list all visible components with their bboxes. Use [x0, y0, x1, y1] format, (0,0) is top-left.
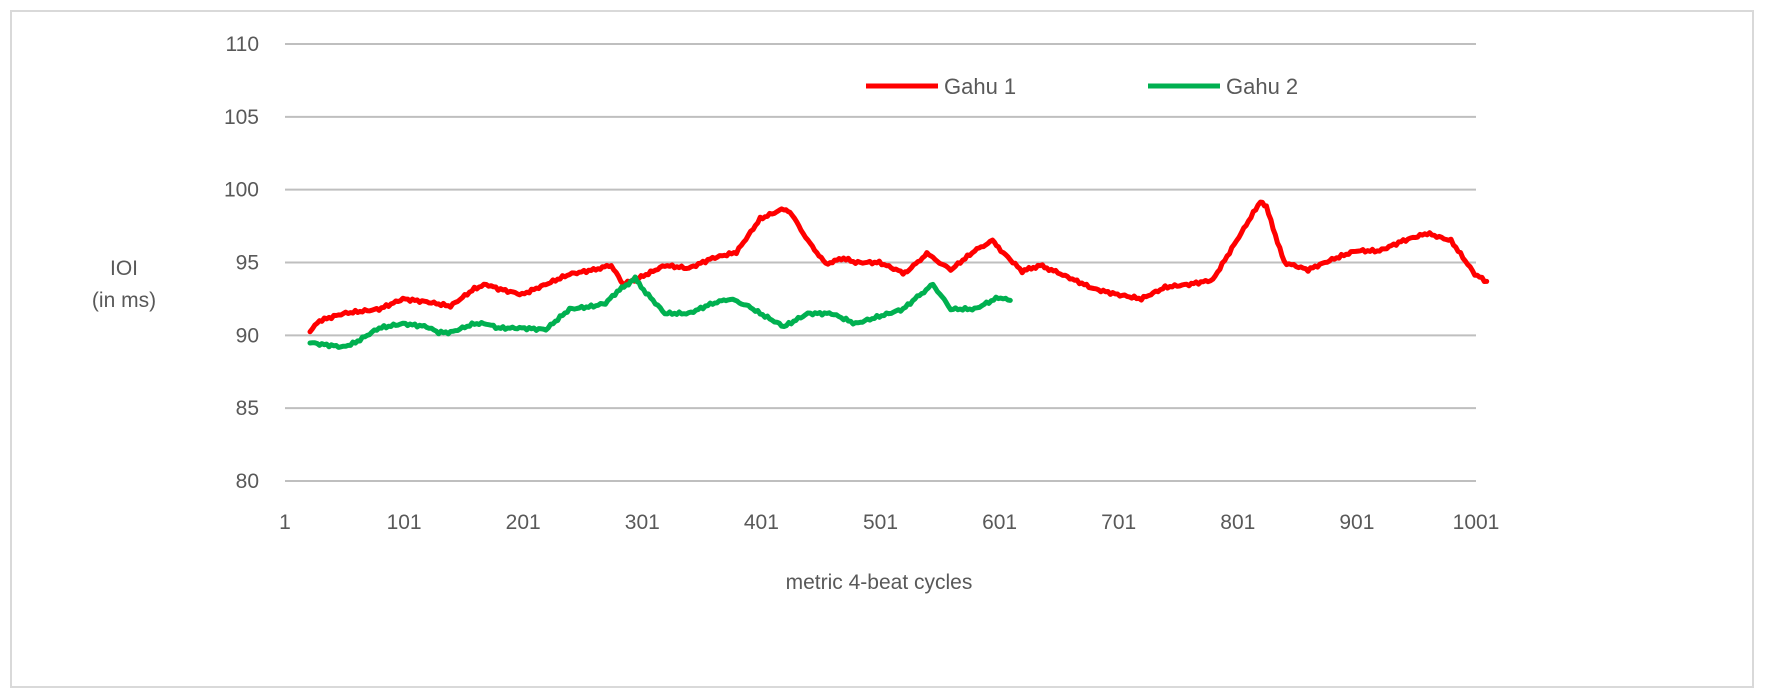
legend: Gahu 1 Gahu 2 [866, 74, 1298, 99]
x-tick-label: 101 [387, 511, 422, 534]
x-tick-label: 201 [506, 511, 541, 534]
y-tick-label: 105 [224, 106, 259, 129]
x-tick-label: 701 [1101, 511, 1136, 534]
legend-label-1: Gahu 1 [944, 74, 1016, 99]
x-tick-label: 1 [279, 511, 291, 534]
series-line-1 [307, 199, 1490, 335]
y-tick-label: 90 [236, 324, 259, 347]
y-tick-label: 110 [226, 33, 259, 56]
series-lines [307, 199, 1490, 350]
y-tick-label: 80 [236, 470, 259, 493]
y-axis-title-line2: (in ms) [92, 289, 156, 312]
y-tick-label: 85 [236, 397, 259, 420]
y-tick-label: 100 [224, 179, 259, 202]
x-tick-label: 501 [863, 511, 898, 534]
x-tick-label: 301 [625, 511, 660, 534]
legend-label-2: Gahu 2 [1226, 74, 1298, 99]
y-axis-tick-labels: 110 105 100 95 90 85 80 [224, 33, 259, 493]
x-axis-title: metric 4-beat cycles [786, 571, 973, 594]
gridlines [285, 43, 1476, 482]
x-tick-label: 1001 [1453, 511, 1500, 534]
series-line-2 [307, 274, 1013, 350]
x-tick-label: 401 [744, 511, 779, 534]
y-tick-label: 95 [236, 252, 259, 275]
chart-frame [10, 10, 1754, 688]
x-tick-label: 801 [1220, 511, 1255, 534]
y-axis-title-line1: IOI [110, 257, 138, 280]
x-axis-tick-labels: 1 101 201 301 401 501 601 701 801 901 1001 [279, 511, 1499, 534]
x-tick-label: 601 [982, 511, 1017, 534]
x-tick-label: 901 [1339, 511, 1374, 534]
